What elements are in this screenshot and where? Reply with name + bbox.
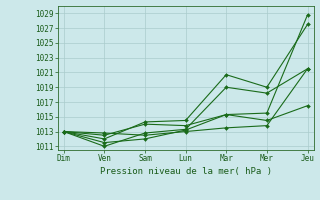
X-axis label: Pression niveau de la mer( hPa ): Pression niveau de la mer( hPa ) xyxy=(100,167,272,176)
